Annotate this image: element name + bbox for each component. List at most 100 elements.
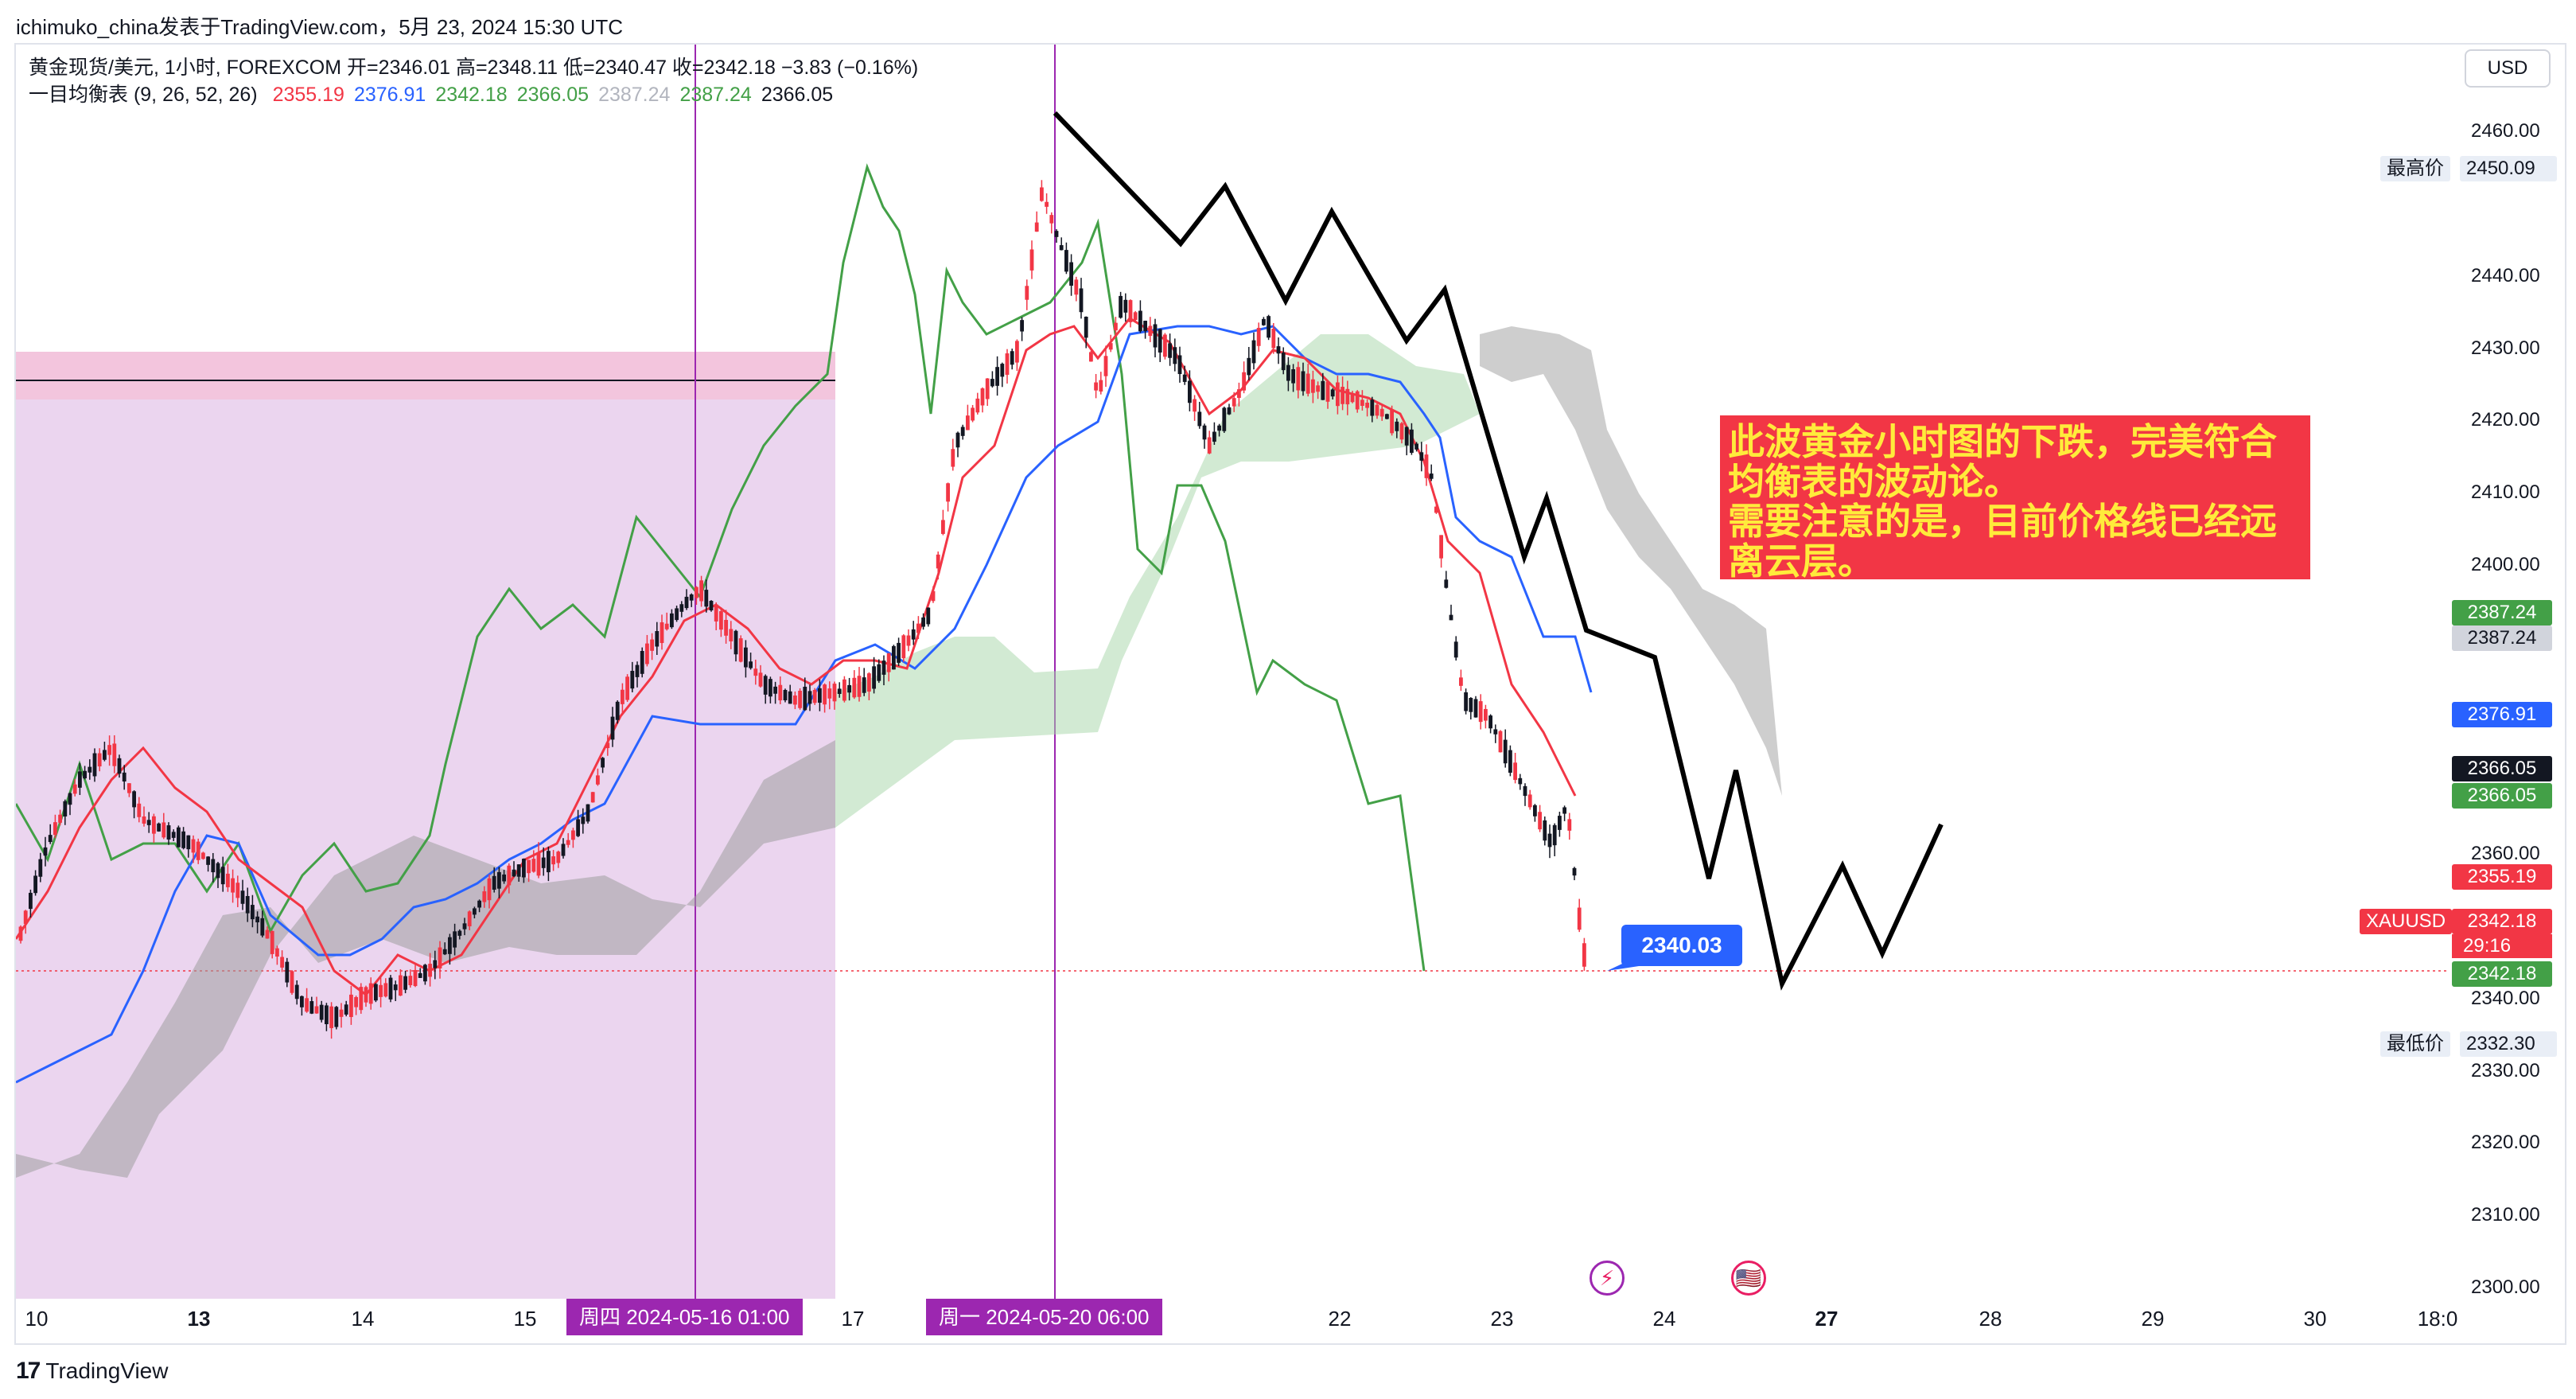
candle-body — [388, 977, 393, 1000]
candle-body — [561, 844, 566, 856]
candle-body — [1182, 374, 1187, 382]
candle-body — [1498, 731, 1503, 753]
candle-body — [1045, 201, 1049, 207]
candle-body — [1527, 794, 1532, 808]
candle-body — [1410, 429, 1414, 454]
candle-body — [1336, 382, 1340, 407]
candle-body — [571, 830, 575, 840]
price-callout[interactable]: 2340.03 — [1621, 925, 1742, 966]
candle-body — [1572, 867, 1577, 876]
price-tick: 2400.00 — [2471, 554, 2540, 575]
chart-frame[interactable] — [14, 43, 2566, 1345]
currency-button[interactable]: USD — [2465, 49, 2551, 88]
candle-body — [798, 690, 802, 708]
tradingview-logo[interactable]: 17 TradingView — [16, 1358, 168, 1385]
candle-body — [650, 639, 654, 651]
price-tick: 2410.00 — [2471, 481, 2540, 504]
candle-body — [660, 622, 664, 644]
candle-body — [1222, 407, 1227, 431]
candle-body — [1237, 389, 1241, 398]
candle-body — [1054, 231, 1059, 237]
candle-body — [399, 975, 403, 996]
candle-body — [1562, 807, 1566, 814]
candle-body — [294, 984, 299, 1000]
candle-body — [975, 398, 980, 413]
candle-body — [971, 407, 975, 421]
candle-body — [78, 771, 82, 788]
time-tick: 28 — [1979, 1307, 2002, 1331]
candle-body — [103, 750, 107, 760]
price-label: 2376.91 — [2452, 702, 2552, 727]
candle-body — [18, 926, 23, 941]
candle-body — [719, 611, 723, 630]
candle-body — [1395, 421, 1399, 431]
candle-body — [1074, 279, 1079, 295]
annotation-line: 此波黄金小时图的下跌，完美符合 — [1728, 421, 2277, 462]
candle-body — [709, 601, 714, 610]
candle-body — [1094, 382, 1098, 391]
candle-body — [1370, 399, 1375, 416]
candle-body — [329, 1006, 333, 1028]
candle-body — [931, 590, 936, 602]
candle-body — [1453, 641, 1458, 658]
candle-body — [1262, 318, 1266, 325]
ichimoku-value: 2342.18 — [435, 84, 508, 106]
candle-body — [803, 686, 807, 711]
candle-body — [1123, 299, 1128, 313]
candle-body — [482, 891, 487, 902]
candle-body — [442, 949, 447, 955]
ichimoku-value: 2376.91 — [353, 84, 426, 106]
candle-body — [783, 689, 788, 701]
time-tick: 17 — [841, 1307, 865, 1331]
candle-body — [1177, 355, 1182, 375]
candle-body — [1325, 381, 1330, 402]
candle-body — [832, 684, 837, 702]
price-tick: 2460.00 — [2471, 120, 2540, 142]
candle-body — [1128, 300, 1133, 322]
price-tick: 2340.00 — [2471, 987, 2540, 1009]
candle-body — [1306, 373, 1310, 394]
annotation-note[interactable]: 此波黄金小时图的下跌，完美符合 均衡表的波动论。 需要注意的是，目前价格线已经远… — [1720, 415, 2310, 581]
cloud-bearish — [1480, 326, 1782, 796]
price-tick: 2300.00 — [2471, 1276, 2540, 1298]
candle-body — [83, 770, 87, 779]
candle-body — [235, 883, 240, 898]
price-tick: 2440.00 — [2471, 264, 2540, 286]
candle-body — [911, 629, 916, 640]
lightning-event-icon[interactable]: ⚡ — [1590, 1261, 1625, 1296]
candle-body — [63, 801, 68, 816]
candle-body — [1311, 379, 1315, 393]
candle-body — [531, 859, 536, 872]
ichimoku-legend: 一目均衡表 (9, 26, 52, 26) 2355.19 2376.91 2342… — [29, 81, 918, 108]
candle-body — [1558, 816, 1562, 830]
candle-body — [379, 984, 383, 997]
candle-body — [547, 851, 551, 873]
candle-body — [1330, 389, 1335, 397]
candle-body — [823, 684, 827, 705]
candle-body — [1478, 701, 1483, 723]
time-tick: 29 — [2141, 1307, 2165, 1331]
candle-body — [1484, 708, 1488, 721]
candle-body — [985, 378, 990, 399]
candle-body — [270, 930, 274, 954]
ichimoku-name: 一目均衡表 (9, 26, 52, 26) — [29, 84, 258, 106]
price-tick: 2360.00 — [2471, 843, 2540, 865]
candle-body — [1473, 699, 1478, 718]
us-flag-event-icon[interactable]: 🇺🇸 — [1731, 1261, 1766, 1296]
candle-body — [418, 972, 422, 978]
candle-body — [1493, 729, 1498, 735]
candle-body — [689, 594, 694, 601]
candle-body — [166, 825, 171, 840]
candle-body — [300, 996, 304, 1007]
candle-body — [926, 607, 931, 625]
candle-body — [462, 923, 467, 929]
candle-body — [216, 863, 220, 879]
candle-body — [1286, 364, 1290, 381]
price-label: 2342.18 — [2452, 909, 2552, 934]
candle-body — [1439, 535, 1443, 559]
candle-body — [990, 379, 994, 387]
candle-body — [220, 867, 225, 885]
price-label: 2366.05 — [2452, 756, 2552, 781]
candle-body — [675, 608, 679, 621]
